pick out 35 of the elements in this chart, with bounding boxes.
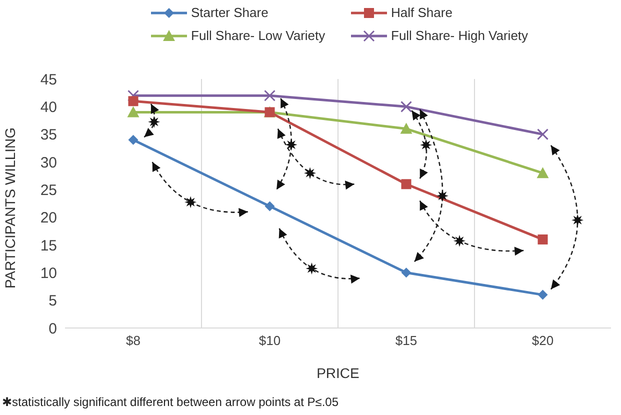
legend-label: Full Share- High Variety — [391, 28, 528, 43]
y-tick-label: 30 — [40, 154, 57, 172]
y-tick-label: 35 — [40, 126, 57, 144]
x-tick-label: $8 — [126, 333, 140, 348]
legend-label: Starter Share — [191, 5, 268, 20]
y-tick-label: 10 — [40, 264, 57, 282]
y-tick-label: 40 — [40, 98, 57, 116]
point — [400, 122, 412, 134]
y-tick-label: 20 — [40, 210, 57, 227]
point — [128, 96, 138, 106]
y-tick-label: 25 — [40, 182, 57, 199]
x-tick-label: $15 — [395, 333, 418, 348]
point — [401, 268, 412, 278]
text: ✱statistically significant different between arrow points at P≤.05 — [2, 395, 339, 409]
point — [537, 128, 548, 140]
point — [538, 290, 548, 300]
y-axis-title: PARTICIPANTS WILLING — [2, 127, 18, 288]
x-axis-title: PRICE — [316, 364, 360, 381]
point — [264, 90, 276, 102]
y-tick-label: 45 — [40, 71, 57, 88]
y-tick-label: 15 — [40, 237, 57, 254]
point — [536, 167, 549, 178]
point — [401, 179, 412, 190]
x-tick-label: $10 — [258, 333, 281, 348]
point — [264, 201, 275, 212]
y-tick-label: 5 — [48, 292, 57, 310]
x-tick-label: $20 — [532, 333, 554, 348]
point — [128, 134, 138, 145]
point — [127, 106, 140, 118]
legend-label: Full Share- Low Variety — [191, 28, 326, 43]
point — [128, 90, 139, 102]
y-tick-label: 0 — [48, 320, 57, 338]
point — [538, 234, 548, 244]
legend-label: Half Share — [391, 5, 452, 20]
point — [400, 100, 412, 112]
